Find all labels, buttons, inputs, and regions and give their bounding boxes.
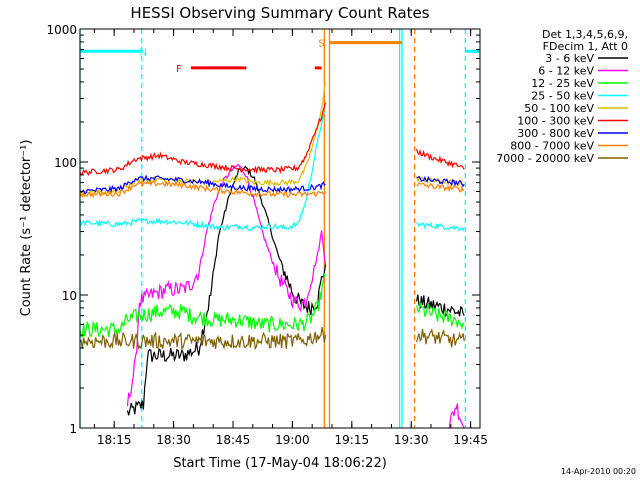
legend-label-4: 25 - 50 keV xyxy=(531,90,594,103)
y-tick-label-3: 100 xyxy=(54,156,77,170)
legend-label-9: 7000 - 20000 keV xyxy=(496,152,594,165)
series-line-3-seg-2 xyxy=(416,301,465,330)
series-line-6-seg-2 xyxy=(416,148,465,170)
legend-label-5: 50 - 100 keV xyxy=(524,102,594,115)
status-flags: N F S xyxy=(80,39,480,75)
legend-label-8: 800 - 7000 keV xyxy=(510,140,594,153)
legend-label-3: 12 - 25 keV xyxy=(531,77,594,90)
legend-label-2: 6 - 12 keV xyxy=(538,65,594,78)
series-line-7-seg-2 xyxy=(416,175,465,188)
y-tick-label-2: 10 xyxy=(62,289,77,303)
x-tick-label-1: 18:15 xyxy=(97,433,132,447)
flag-label-1: N xyxy=(140,47,147,58)
plot-frame xyxy=(79,28,481,429)
legend: Det 1,3,4,5,6,9, FDecim 1, Att 0 3 - 6 k… xyxy=(496,28,628,165)
footer-timestamp: 14-Apr-2010 00:20 xyxy=(561,467,636,476)
flag-label-4: S xyxy=(318,39,324,50)
series-line-7-seg-1 xyxy=(79,174,326,195)
series-lines xyxy=(79,81,465,429)
flag-label-2: F xyxy=(176,64,182,75)
x-tick-label-4: 19:00 xyxy=(275,433,310,447)
y-tick-label-4: 1000 xyxy=(46,23,77,37)
axes: 18:15 18:30 18:45 19:00 19:15 19:30 19:45 1 10 10… xyxy=(46,23,487,447)
y-axis-label: Count Rate (s⁻¹ detector⁻¹) xyxy=(19,140,34,317)
legend-label-1: 3 - 6 keV xyxy=(545,52,594,65)
series-line-2-seg-2 xyxy=(448,403,465,429)
series-line-1-seg-1 xyxy=(126,165,327,416)
legend-label-6: 100 - 300 keV xyxy=(517,115,594,128)
series-line-5-seg-1 xyxy=(79,81,327,197)
series-line-6-seg-1 xyxy=(79,102,327,176)
y-tick-label-1: 1 xyxy=(69,422,77,436)
x-tick-label-6: 19:30 xyxy=(394,433,429,447)
series-line-8-seg-1 xyxy=(79,180,327,199)
chart-title: HESSI Observing Summary Count Rates xyxy=(130,4,429,22)
time-markers xyxy=(79,29,466,428)
series-line-9-seg-1 xyxy=(79,327,327,352)
x-tick-label-7: 19:45 xyxy=(453,433,488,447)
x-axis-label: Start Time (17-May-04 18:06:22) xyxy=(173,456,387,471)
series-line-3-seg-1 xyxy=(79,272,326,339)
series-line-4-seg-2 xyxy=(416,221,465,232)
x-tick-label-5: 19:15 xyxy=(335,433,370,447)
series-line-2-seg-1 xyxy=(126,164,327,407)
x-tick-label-3: 18:45 xyxy=(216,433,251,447)
series-line-4-seg-1 xyxy=(79,110,326,232)
legend-label-7: 300 - 800 keV xyxy=(517,127,594,140)
series-line-8-seg-2 xyxy=(416,181,465,193)
series-line-9-seg-2 xyxy=(416,328,465,348)
legend-header-1: Det 1,3,4,5,6,9, xyxy=(542,28,628,41)
legend-header-2: FDecim 1, Att 0 xyxy=(543,40,628,53)
x-tick-label-2: 18:30 xyxy=(156,433,191,447)
series-line-1-seg-2 xyxy=(416,294,465,318)
